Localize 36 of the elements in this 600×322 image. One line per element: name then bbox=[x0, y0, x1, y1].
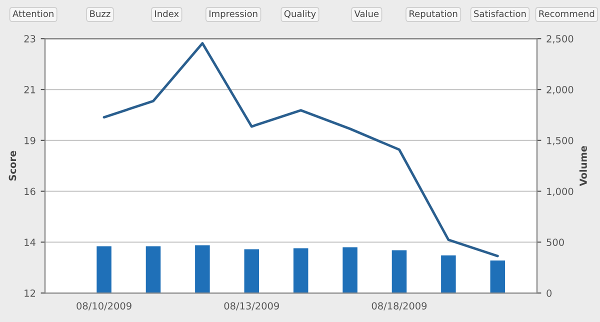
y-tick-label: 12 bbox=[24, 290, 35, 297]
bar bbox=[342, 247, 358, 294]
y-tick-label: 21 bbox=[24, 86, 36, 94]
line-series bbox=[102, 42, 499, 258]
y-tick-label: 16 bbox=[24, 188, 36, 196]
y-tick-label: 23 bbox=[24, 35, 36, 42]
bar bbox=[146, 246, 161, 294]
text: Value bbox=[354, 10, 379, 18]
text: Recommend bbox=[539, 10, 594, 18]
text: Reputation bbox=[410, 10, 458, 19]
text: Satisfaction bbox=[474, 10, 526, 18]
text: Buzz bbox=[90, 10, 110, 18]
bar bbox=[490, 260, 506, 294]
bar bbox=[195, 245, 210, 294]
y2-tick-label: 0 bbox=[546, 290, 552, 297]
bar bbox=[244, 249, 260, 294]
bar bbox=[441, 255, 456, 294]
bar bbox=[392, 250, 407, 294]
x-tick-label: 08/10/2009 bbox=[76, 302, 132, 310]
y-axis-title: Score bbox=[8, 150, 16, 181]
bar bbox=[96, 246, 112, 294]
text: Impression bbox=[210, 10, 258, 19]
y2-tick-label: 1,000 bbox=[547, 188, 574, 196]
text: Index bbox=[155, 10, 179, 18]
y-tick-label: 19 bbox=[24, 136, 36, 144]
y2-tick-label: 500 bbox=[546, 238, 564, 246]
y2-tick-label: 1,500 bbox=[547, 136, 574, 146]
x-tick-label: 08/18/2009 bbox=[372, 302, 427, 310]
y-tick-label: 14 bbox=[24, 238, 36, 246]
y2-tick-label: 2,500 bbox=[546, 35, 574, 44]
y2-axis-title: Volume bbox=[579, 146, 587, 186]
bar bbox=[293, 248, 308, 294]
text: Attention bbox=[12, 10, 54, 18]
y2-tick-label: 2,000 bbox=[546, 86, 574, 94]
x-tick-label: 08/13/2009 bbox=[224, 302, 279, 310]
text: Quality bbox=[284, 10, 316, 19]
